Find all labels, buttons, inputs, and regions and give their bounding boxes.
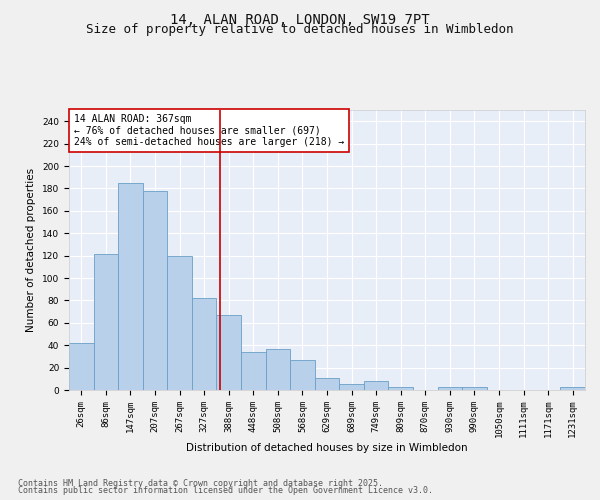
Bar [437, 386, 462, 390]
Bar [266, 348, 290, 390]
X-axis label: Distribution of detached houses by size in Wimbledon: Distribution of detached houses by size … [186, 443, 468, 453]
Bar [167, 256, 192, 390]
Bar [290, 360, 315, 390]
Bar [388, 386, 413, 390]
Bar [339, 384, 364, 390]
Text: 14, ALAN ROAD, LONDON, SW19 7PT: 14, ALAN ROAD, LONDON, SW19 7PT [170, 12, 430, 26]
Bar [315, 378, 339, 390]
Bar [241, 352, 266, 390]
Bar [143, 190, 167, 390]
Bar [192, 298, 217, 390]
Bar [462, 386, 487, 390]
Text: Contains HM Land Registry data © Crown copyright and database right 2025.: Contains HM Land Registry data © Crown c… [18, 478, 383, 488]
Bar [364, 381, 388, 390]
Bar [69, 343, 94, 390]
Text: Contains public sector information licensed under the Open Government Licence v3: Contains public sector information licen… [18, 486, 433, 495]
Bar [217, 315, 241, 390]
Bar [118, 183, 143, 390]
Bar [560, 386, 585, 390]
Text: Size of property relative to detached houses in Wimbledon: Size of property relative to detached ho… [86, 24, 514, 36]
Bar [94, 254, 118, 390]
Y-axis label: Number of detached properties: Number of detached properties [26, 168, 37, 332]
Text: 14 ALAN ROAD: 367sqm
← 76% of detached houses are smaller (697)
24% of semi-deta: 14 ALAN ROAD: 367sqm ← 76% of detached h… [74, 114, 344, 148]
